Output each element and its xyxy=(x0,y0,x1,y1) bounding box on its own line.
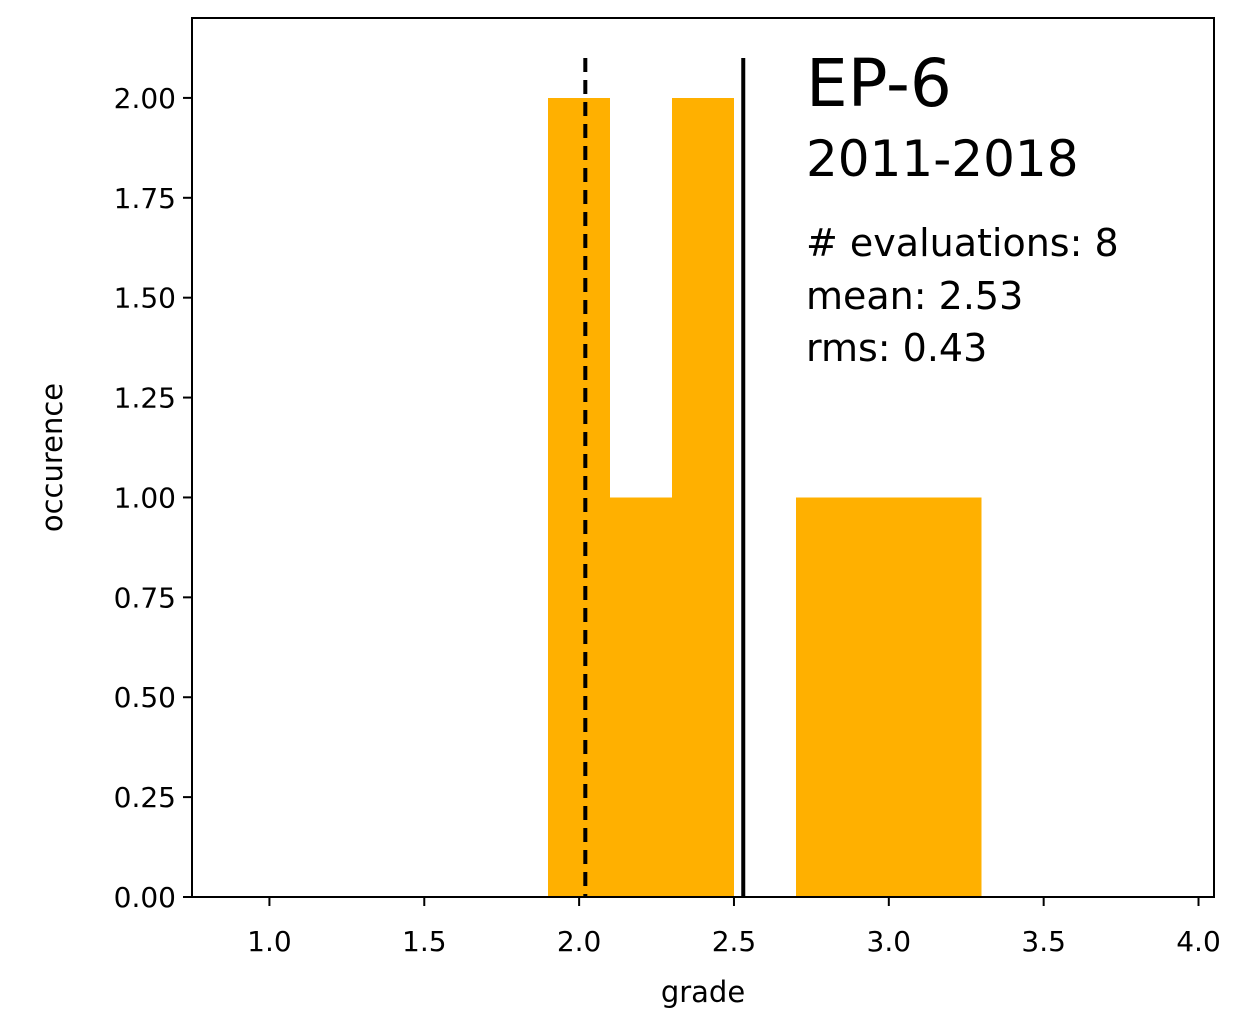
chart-subtitle: 2011-2018 xyxy=(806,130,1079,188)
histogram-bar-3 xyxy=(795,497,858,897)
histogram-bar-1 xyxy=(610,497,673,897)
y-axis-ticks: 0.00 0.25 0.50 0.75 1.00 1.25 1.50 1.75 2.00 xyxy=(114,82,192,914)
reference-lines xyxy=(583,57,746,897)
histogram-bar-2 xyxy=(672,97,734,898)
stat-rms: rms: 0.43 xyxy=(806,326,987,370)
x-tick-label: 1.0 xyxy=(247,925,292,958)
plot-frame xyxy=(191,17,1215,898)
y-tick-label: 1.50 xyxy=(114,282,176,315)
histogram-bar-0 xyxy=(548,97,611,898)
stat-mean: mean: 2.53 xyxy=(806,274,1023,318)
x-tick-label: 3.0 xyxy=(867,925,912,958)
y-tick-label: 1.75 xyxy=(114,182,176,215)
y-tick-label: 0.50 xyxy=(114,681,176,714)
y-tick-label: 1.00 xyxy=(114,481,176,514)
histogram-bar-4 xyxy=(857,497,920,897)
y-tick-label: 0.25 xyxy=(114,781,176,814)
y-tick-label: 2.00 xyxy=(114,82,176,115)
y-tick-label: 1.25 xyxy=(114,382,176,415)
y-tick-label: 0.75 xyxy=(114,581,176,614)
stat-evaluations: # evaluations: 8 xyxy=(806,221,1119,265)
x-tick-label: 3.5 xyxy=(1021,925,1066,958)
histogram-bars xyxy=(548,97,982,898)
x-tick-label: 4.0 xyxy=(1176,925,1221,958)
y-axis-label: occurence xyxy=(35,383,69,532)
chart-title: EP-6 xyxy=(806,45,952,122)
y-tick-label: 0.00 xyxy=(114,881,176,914)
x-tick-label: 2.0 xyxy=(557,925,602,958)
x-axis-ticks: 1.0 1.5 2.0 2.5 3.0 3.5 4.0 xyxy=(247,897,1221,958)
x-tick-label: 2.5 xyxy=(712,925,757,958)
x-tick-label: 1.5 xyxy=(402,925,447,958)
histogram-bar-5 xyxy=(919,497,982,897)
x-axis-label: grade xyxy=(661,975,745,1009)
